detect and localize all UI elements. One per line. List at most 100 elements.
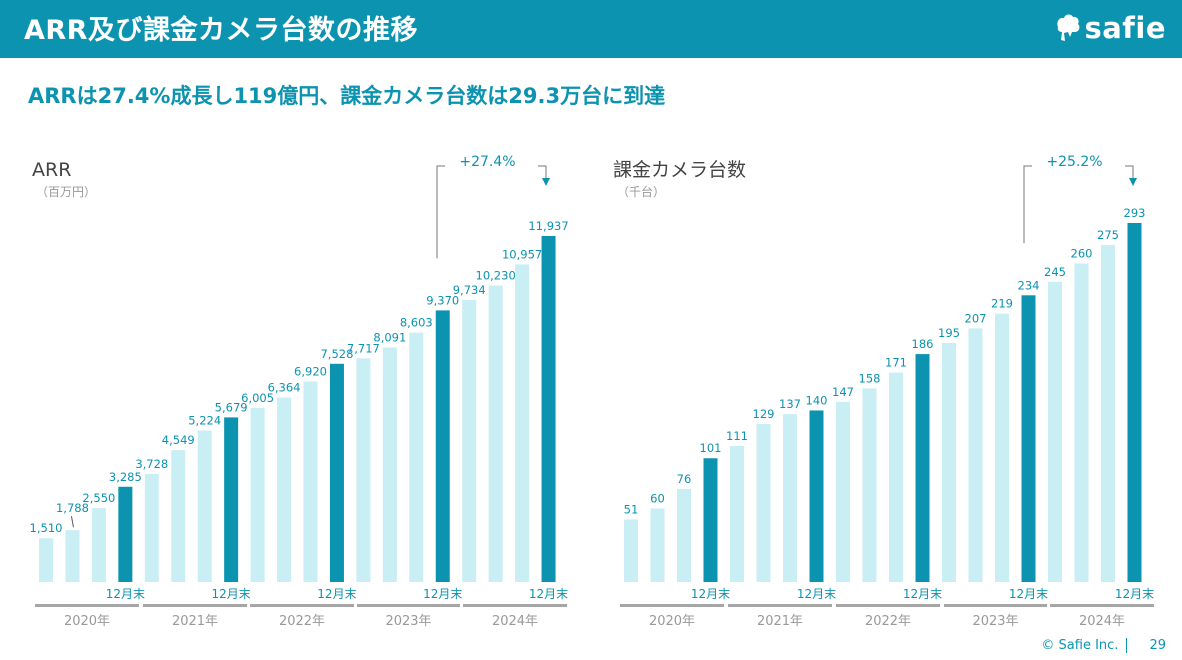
arr-value-label: 6,920: [294, 364, 327, 378]
arr-year-bracket: [463, 604, 567, 607]
camera-year-bracket: [620, 604, 724, 607]
page-number: 29: [1149, 638, 1166, 653]
arr-value-label: 8,603: [400, 316, 433, 330]
arr-year-bracket: [357, 604, 460, 607]
camera-year-label: 2022年: [865, 614, 911, 629]
arr-bar: [144, 473, 159, 582]
arr-value-label: 3,728: [135, 457, 168, 471]
camera-period-end-label: 12月末: [691, 587, 730, 601]
camera-year-label: 2020年: [649, 614, 695, 629]
camera-value-label: 76: [677, 472, 692, 486]
page-title: ARR及び課金カメラ台数の推移: [24, 15, 418, 46]
camera-bar: [889, 372, 903, 582]
camera-year-bracket: [1050, 604, 1154, 607]
camera-period-end-label: 12月末: [1115, 587, 1154, 601]
arr-year-label: 2023年: [385, 614, 431, 629]
arr-bar: [224, 417, 239, 582]
arr-bar: [277, 397, 292, 582]
arr-period-end-label: 12月末: [317, 587, 356, 601]
arr-period-end-label: 12月末: [423, 587, 462, 601]
arr-bar: [118, 486, 133, 582]
camera-bar: [703, 458, 718, 582]
camera-bar: [809, 410, 824, 582]
camera-growth-bracket-left: [1023, 165, 1032, 244]
camera-growth-bracket-right: [1125, 165, 1134, 178]
arr-value-label: 2,550: [82, 491, 115, 505]
camera-bar: [730, 445, 744, 582]
camera-year-label: 2021年: [757, 614, 803, 629]
arr-bar: [197, 430, 212, 582]
arr-value-label: 9,734: [453, 283, 486, 297]
camera-bar: [995, 313, 1009, 582]
camera-period-end-label: 12月末: [1009, 587, 1048, 601]
arr-bar: [488, 285, 503, 582]
arr-year-label: 2022年: [279, 614, 325, 629]
arr-value-label: 8,091: [373, 330, 406, 344]
camera-value-label: 186: [912, 337, 934, 351]
arr-bar: [250, 407, 265, 582]
arr-growth-bracket-left: [436, 165, 445, 259]
arr-year-bracket: [143, 604, 247, 607]
arr-bar: [435, 310, 450, 582]
arr-chart-title: ARR: [32, 159, 71, 181]
arr-bar: [515, 264, 530, 582]
camera-value-label: 137: [779, 397, 801, 411]
arr-year-bracket: [35, 604, 139, 607]
arr-value-label: 6,005: [241, 391, 274, 405]
arr-value-label: 1,788: [56, 501, 89, 515]
arr-value-label: 7,528: [320, 347, 353, 361]
camera-bar: [1048, 281, 1062, 582]
camera-bar: [783, 414, 797, 582]
arr-value-label: 6,364: [268, 381, 301, 395]
arr-period-end-label: 12月末: [106, 587, 145, 601]
footer-divider: [1126, 638, 1128, 653]
camera-bar: [1101, 245, 1115, 582]
copyright-text: © Safie Inc.: [1041, 638, 1119, 653]
arr-bar: [329, 363, 344, 582]
safie-logo: safie: [1055, 10, 1166, 46]
camera-year-bracket: [836, 604, 940, 607]
footer: © Safie Inc. 29: [1041, 638, 1166, 653]
headline: ARRは27.4%成長し119億円、課金カメラ台数は29.3万台に到達: [28, 84, 666, 108]
camera-bar: [624, 519, 638, 582]
arr-label-leader-line: [70, 516, 74, 528]
camera-value-label: 171: [885, 355, 907, 369]
arr-value-label: 4,549: [162, 433, 195, 447]
camera-bar: [677, 488, 691, 582]
camera-value-label: 158: [859, 371, 881, 385]
camera-value-label: 245: [1044, 265, 1066, 279]
camera-value-label: 234: [1018, 278, 1040, 292]
safie-logo-icon: [1057, 14, 1080, 41]
camera-bar: [650, 508, 665, 582]
camera-period-end-label: 12月末: [903, 587, 942, 601]
camera-bar: [756, 423, 771, 582]
camera-value-label: 60: [650, 491, 665, 505]
camera-value-label: 275: [1097, 228, 1119, 242]
camera-year-label: 2023年: [972, 614, 1018, 629]
arr-bar: [303, 381, 318, 582]
arr-value-label: 10,957: [502, 247, 542, 261]
camera-bar: [915, 354, 930, 582]
arr-value-label: 10,230: [476, 268, 516, 282]
camera-chart-title: 課金カメラ台数: [613, 159, 746, 181]
camera-value-label: 101: [700, 441, 722, 455]
camera-value-label: 219: [991, 297, 1013, 311]
camera-bar: [968, 328, 983, 582]
arr-bar: [382, 347, 397, 582]
camera-bar: [942, 343, 956, 582]
arr-bar: [39, 538, 53, 582]
arr-value-label: 11,937: [528, 219, 568, 233]
camera-value-label: 140: [806, 393, 828, 407]
camera-bar: [1074, 263, 1089, 582]
arr-year-label: 2024年: [492, 614, 538, 629]
camera-value-label: 293: [1124, 206, 1146, 220]
camera-value-label: 195: [938, 326, 960, 340]
arr-value-label: 5,224: [188, 414, 221, 428]
arr-bar: [171, 450, 186, 582]
arr-value-label: 9,370: [426, 293, 459, 307]
arr-growth-arrow-icon: [542, 178, 550, 186]
arr-bar: [65, 530, 80, 582]
camera-value-label: 207: [965, 311, 987, 325]
arr-bar: [541, 236, 556, 582]
